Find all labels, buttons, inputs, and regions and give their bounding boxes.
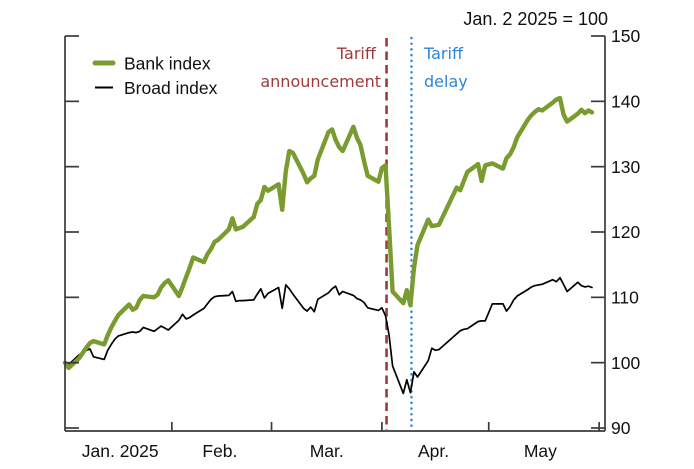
chart-title: Jan. 2 2025 = 100 [463,9,608,29]
broad-index-line [64,276,593,395]
event-lines [385,36,413,432]
y-axis-label: 110 [611,288,639,308]
y-axis-label: 130 [611,157,640,177]
x-axis-labels: Jan. 2025 Feb. Mar. Apr. May [82,441,557,461]
legend: Bank index Broad index [92,54,218,98]
x-axis-label: Feb. [202,441,237,461]
x-axis-label: Apr. [418,441,449,461]
y-axis-label: 90 [611,418,631,438]
tariff-announcement-line2: announcement [260,72,381,91]
y-axis-label: 150 [611,26,640,46]
y-axis-label: 140 [611,92,640,112]
bank-index-line [62,95,595,371]
tariff-delay-line2: delay [424,72,468,91]
axis-ticks [65,35,605,431]
y-axis-labels: 90 100 110 120 130 140 150 [611,26,640,438]
x-axis-label: Mar. [310,441,344,461]
tariff-delay-label: Tariff delay [423,44,468,91]
y-axis-label: 120 [611,222,640,242]
x-axis-label: May [524,441,557,461]
legend-label-bank: Bank index [124,54,211,74]
x-axis-label: Jan. 2025 [82,441,159,461]
tariff-delay-line1: Tariff [423,44,464,63]
legend-label-broad: Broad index [124,78,218,98]
tariff-announcement-label: Tariff announcement [260,44,381,91]
y-axis-label: 100 [611,353,640,373]
series-lines [62,95,595,395]
tariff-announcement-line1: Tariff [336,44,377,63]
